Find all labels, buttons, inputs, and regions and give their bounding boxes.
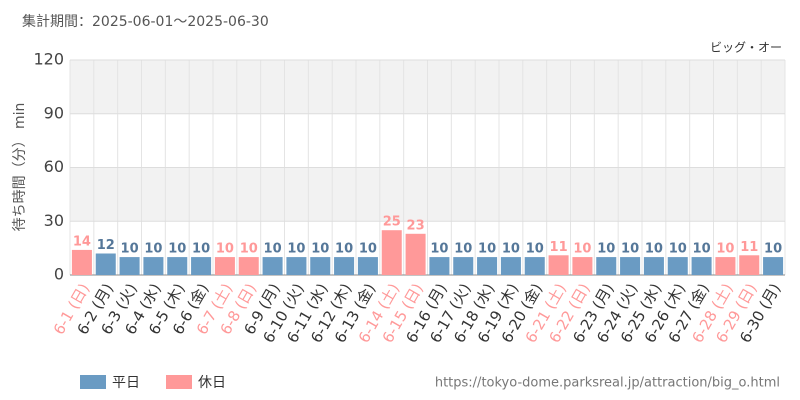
bar [548,255,569,275]
bar [143,257,164,275]
bar [691,257,712,275]
legend-label: 平日 [112,375,140,391]
legend-label: 休日 [198,375,226,391]
data-label: 10 [121,242,139,257]
data-label: 10 [168,242,186,257]
bar [286,257,307,275]
bar [310,257,331,275]
bar [238,257,259,275]
y-axis-label: 待ち時間（分） min [12,103,28,232]
bar [119,257,140,275]
data-label: 10 [430,242,448,257]
bar [262,257,283,275]
data-label: 10 [264,242,282,257]
source-url: https://tokyo-dome.parksreal.jp/attracti… [435,376,780,391]
data-label: 10 [478,242,496,257]
bar [643,257,664,275]
data-label: 10 [716,242,734,257]
bar [334,257,355,275]
data-label: 10 [764,242,782,257]
bar [357,257,378,275]
data-label: 14 [73,234,91,249]
data-label: 23 [407,218,425,233]
bar [572,257,593,275]
bar [596,257,617,275]
bar [95,253,116,275]
bar [763,257,784,275]
bar [477,257,498,275]
bar [620,257,641,275]
data-label: 10 [597,242,615,257]
bar [167,257,188,275]
bar [715,257,736,275]
data-label: 10 [669,242,687,257]
bar [667,257,688,275]
bar [453,257,474,275]
bar [191,257,212,275]
data-label: 10 [526,242,544,257]
legend-swatch [166,375,192,389]
data-label: 10 [311,242,329,257]
data-label: 10 [144,242,162,257]
bar [214,257,235,275]
y-tick-label: 120 [33,50,64,69]
y-tick-label: 30 [44,211,64,230]
data-label: 10 [287,242,305,257]
bar [381,230,402,275]
data-label: 10 [335,242,353,257]
y-tick-label: 60 [44,157,64,176]
data-label: 11 [550,240,568,255]
data-label: 10 [621,242,639,257]
bar [500,257,521,275]
y-tick-label: 90 [44,103,64,122]
bar [524,257,545,275]
bar [739,255,760,275]
data-label: 10 [645,242,663,257]
y-tick-label: 0 [54,265,64,284]
data-label: 10 [216,242,234,257]
bar [71,249,92,275]
data-label: 10 [359,242,377,257]
legend-swatch [80,375,106,389]
data-label: 10 [693,242,711,257]
data-label: 10 [240,242,258,257]
data-label: 25 [383,215,401,230]
chart-subtitle: ビッグ・オー [710,41,782,55]
data-label: 10 [454,242,472,257]
data-label: 12 [97,238,115,253]
data-label: 10 [502,242,520,257]
bar [405,233,426,275]
chart-title: 集計期間：2025-06-01～2025-06-30 [22,13,269,30]
bar [429,257,450,275]
data-label: 11 [740,240,758,255]
data-label: 10 [192,242,210,257]
data-label: 10 [573,242,591,257]
